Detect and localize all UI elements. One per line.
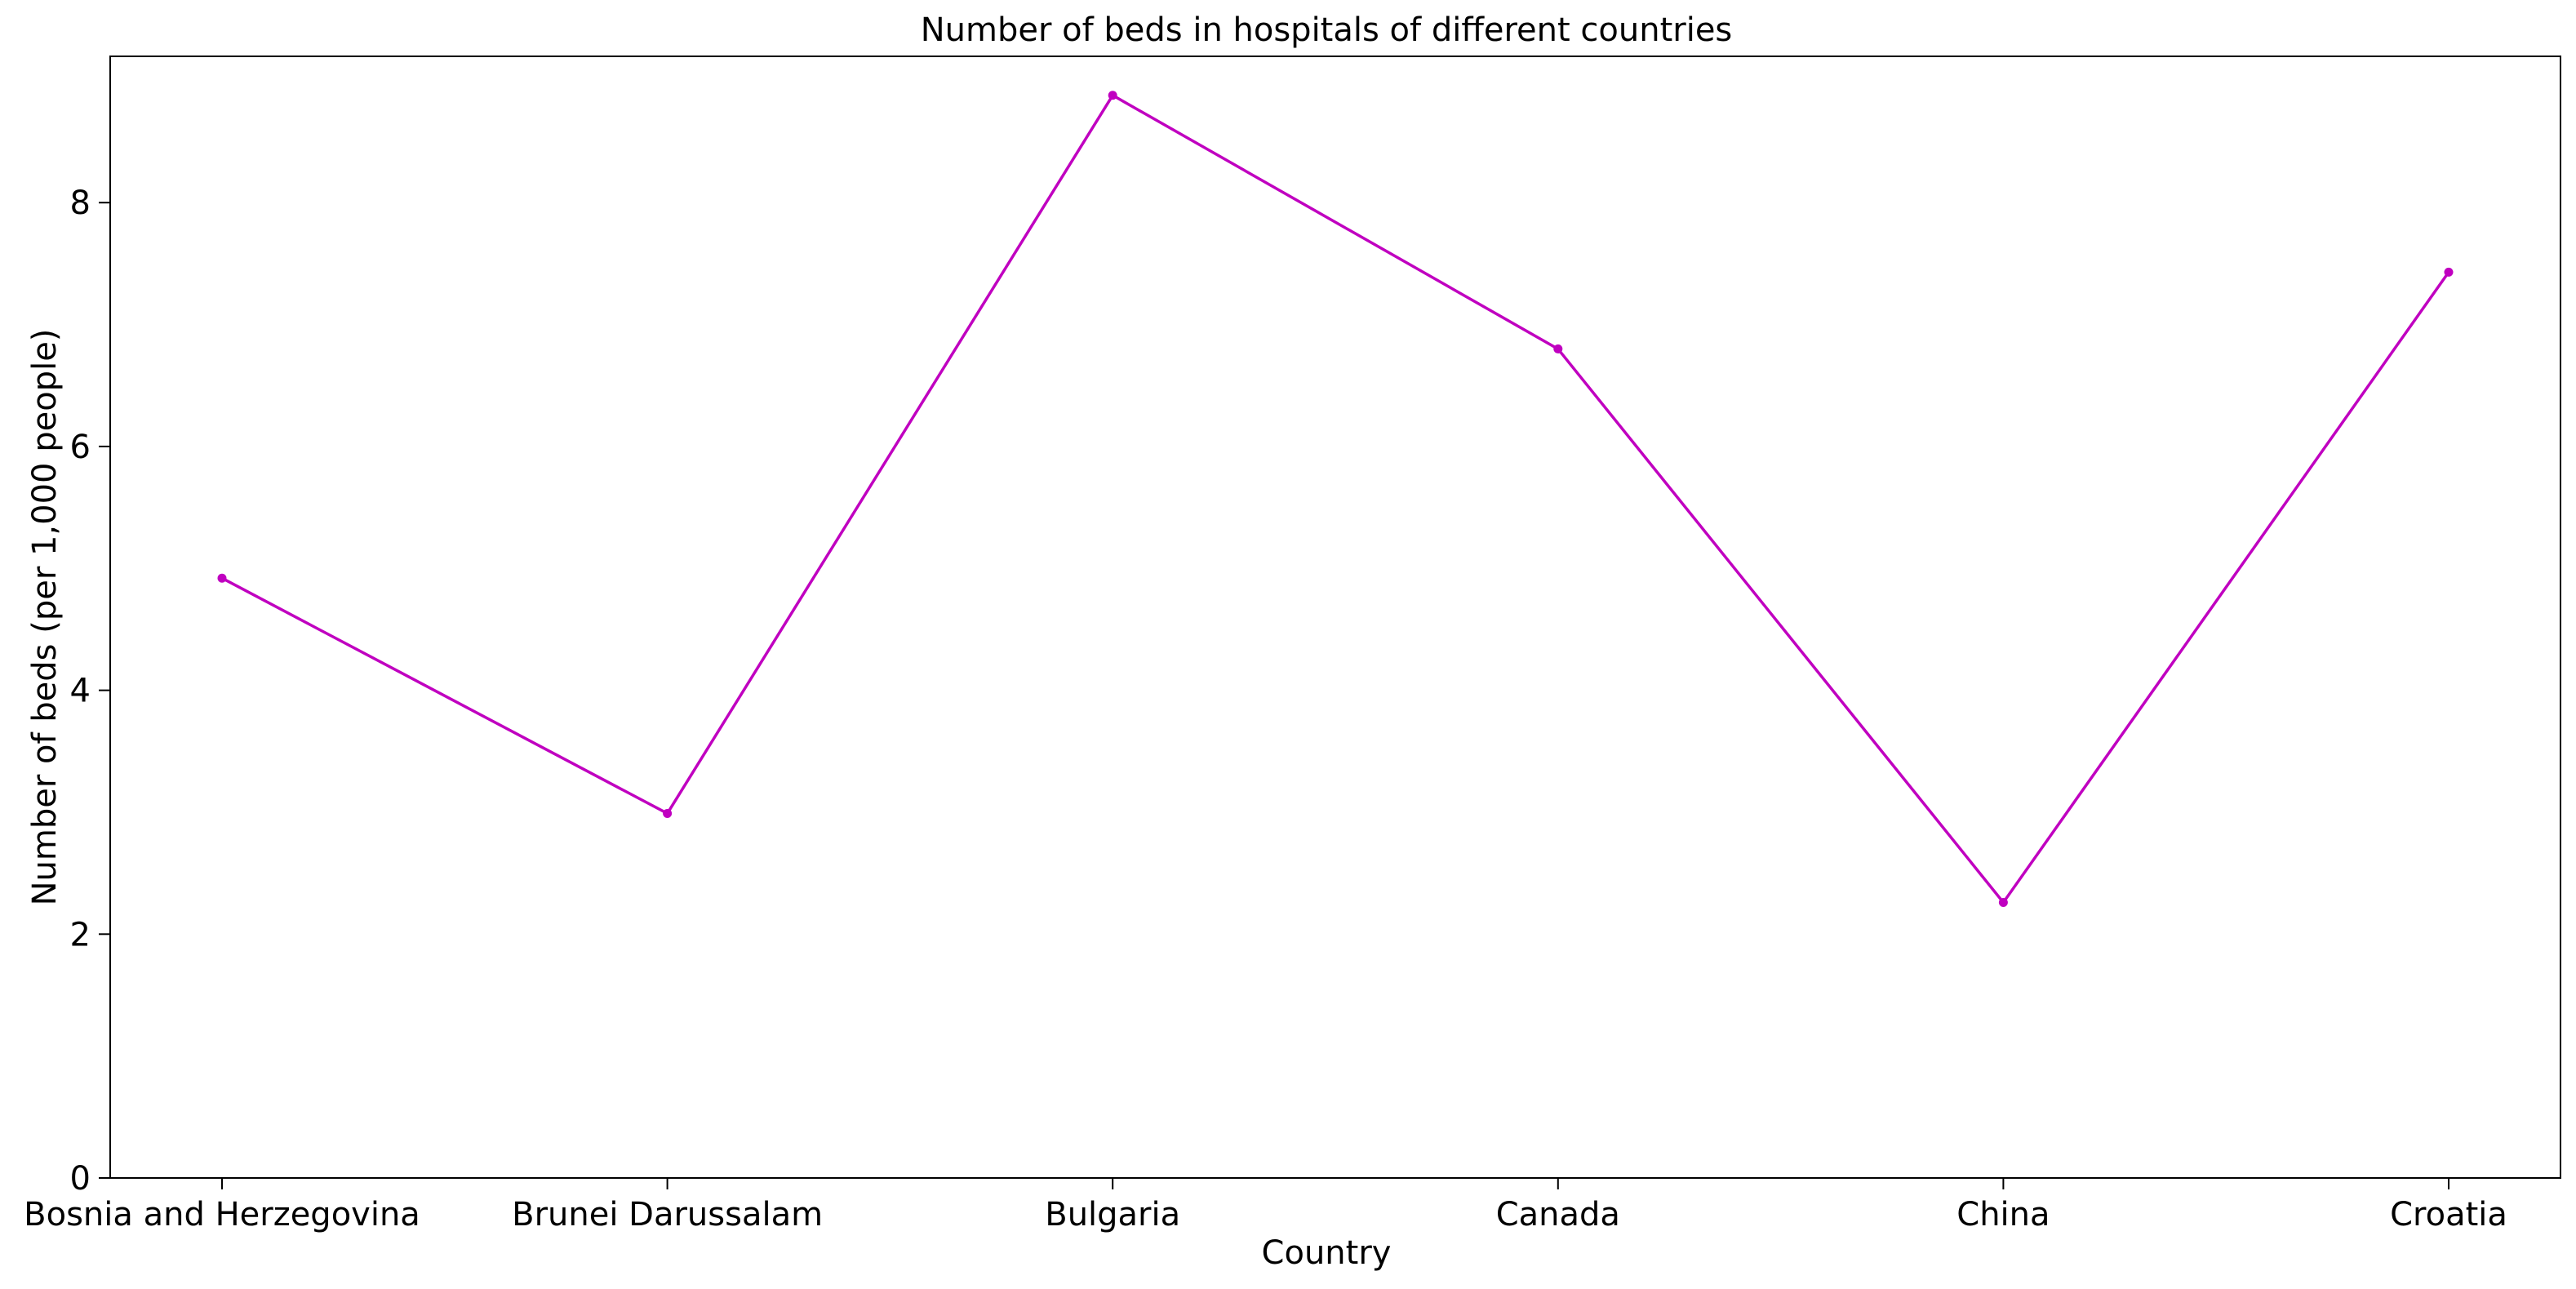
series-line (221, 93, 2450, 905)
data-point (217, 573, 227, 583)
y-tick-label: 4 (70, 673, 91, 710)
x-axis-label: Country (1262, 1234, 1392, 1272)
y-tick-label: 6 (70, 429, 91, 466)
y-tick-label: 2 (70, 916, 91, 953)
plot-area: 0 2 4 6 8 Bosnia and Herzegovina Brunei Daruss… (24, 56, 2561, 1233)
y-tick-label: 8 (70, 184, 91, 222)
x-tick-label: Bulgaria (1045, 1196, 1180, 1233)
data-point (1998, 897, 2008, 907)
chart-title: Number of beds in hospitals of different… (921, 11, 1733, 49)
x-tick-label: Canada (1496, 1196, 1620, 1233)
data-point (1108, 91, 1117, 100)
data-point (2444, 267, 2454, 277)
x-tick-label: Croatia (2390, 1196, 2507, 1233)
data-point (1553, 344, 1563, 353)
x-tick-label: China (1956, 1196, 2050, 1233)
plot-frame (109, 56, 2561, 1179)
y-axis-label: Number of beds (per 1,000 people) (26, 329, 64, 906)
data-point (663, 808, 673, 818)
x-tick-label: Brunei Darussalam (512, 1196, 823, 1233)
x-tick-label: Bosnia and Herzegovina (24, 1196, 420, 1233)
y-tick-label: 0 (70, 1160, 91, 1198)
